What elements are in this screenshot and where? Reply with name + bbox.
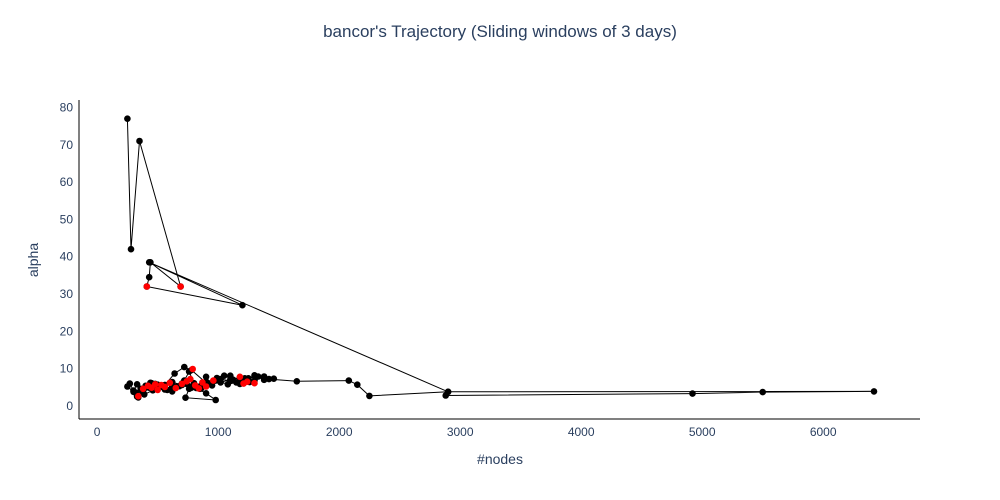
data-point xyxy=(293,378,301,385)
y-tick-label: 60 xyxy=(60,175,74,189)
data-point xyxy=(127,245,135,253)
data-point xyxy=(239,301,246,309)
data-point xyxy=(141,391,148,398)
y-tick-label: 10 xyxy=(60,362,74,376)
highlighted-point xyxy=(135,392,142,400)
y-tick-label: 20 xyxy=(60,324,74,338)
data-point xyxy=(345,377,353,384)
data-point xyxy=(182,394,189,402)
y-axis-title: alpha xyxy=(25,243,41,277)
data-point xyxy=(444,388,452,396)
data-point xyxy=(124,115,131,122)
data-point xyxy=(124,383,131,390)
y-tick-label: 80 xyxy=(60,100,74,114)
x-tick-label: 2000 xyxy=(326,425,353,439)
data-point xyxy=(217,375,224,383)
trajectory-line xyxy=(126,118,875,401)
highlighted-point xyxy=(154,386,161,394)
data-point xyxy=(136,137,143,145)
y-tick-label: 30 xyxy=(60,287,74,301)
plot-area xyxy=(124,115,878,404)
x-tick-label: 4000 xyxy=(568,425,595,439)
x-axis-title: #nodes xyxy=(477,451,523,467)
axes xyxy=(78,100,920,420)
data-point xyxy=(145,273,153,281)
highlighted-point xyxy=(210,377,217,384)
data-point xyxy=(366,392,373,400)
y-tick-label: 40 xyxy=(60,250,74,264)
data-point xyxy=(251,372,258,379)
data-point xyxy=(171,370,178,377)
highlighted-point xyxy=(202,383,210,390)
highlighted-point xyxy=(143,283,151,290)
x-tick-label: 6000 xyxy=(810,425,837,439)
data-point xyxy=(270,375,278,383)
data-point xyxy=(212,396,219,404)
data-point xyxy=(181,363,188,371)
highlighted-point xyxy=(166,379,174,387)
data-point xyxy=(354,381,361,389)
data-point xyxy=(202,373,210,381)
data-point xyxy=(759,388,766,396)
data-point xyxy=(689,390,696,397)
x-tick-label: 5000 xyxy=(689,425,716,439)
highlighted-point xyxy=(189,365,196,373)
y-tick-label: 0 xyxy=(66,399,73,413)
data-point xyxy=(265,375,273,383)
x-tick-label: 3000 xyxy=(447,425,474,439)
highlighted-point xyxy=(172,384,180,392)
y-ticks: 0 10 20 30 40 50 60 70 80 xyxy=(60,100,74,412)
highlighted-point xyxy=(195,385,203,392)
highlighted-point xyxy=(139,385,147,393)
data-point xyxy=(133,381,141,388)
y-tick-label: 70 xyxy=(60,138,74,152)
data-point xyxy=(260,373,268,380)
data-point xyxy=(227,377,234,385)
highlighted-point xyxy=(177,283,184,290)
highlighted-point xyxy=(151,381,159,388)
chart-title: bancor's Trajectory (Sliding windows of … xyxy=(323,22,677,41)
data-point xyxy=(202,390,210,397)
data-point xyxy=(870,388,878,395)
x-ticks: 0 1000 2000 3000 4000 5000 6000 xyxy=(94,425,837,439)
highlighted-point xyxy=(251,379,258,387)
highlighted-point xyxy=(243,378,251,386)
highlighted-point xyxy=(161,383,169,391)
x-tick-label: 0 xyxy=(94,425,101,439)
highlighted-point xyxy=(187,375,194,383)
data-point xyxy=(145,259,153,266)
y-tick-label: 50 xyxy=(60,212,74,226)
highlighted-point xyxy=(236,373,244,381)
x-tick-label: 1000 xyxy=(205,425,232,439)
